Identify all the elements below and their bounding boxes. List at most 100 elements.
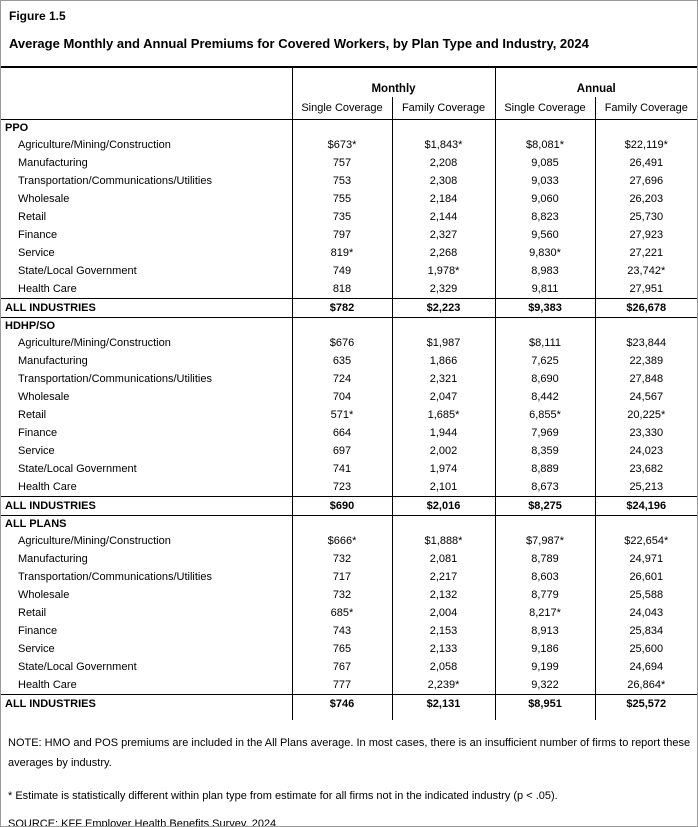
- header-group-row: Monthly Annual: [1, 67, 697, 97]
- header-column-row: Single Coverage Family Coverage Single C…: [1, 97, 697, 120]
- table-row: Retail 571* 1,685* 6,855* 20,225*: [1, 405, 697, 424]
- premium-value: 571*: [291, 405, 392, 424]
- section-title: HDHP/SO: [5, 319, 56, 332]
- table-body: PPO Agriculture/Mining/Construction $673* $…: [1, 119, 697, 720]
- premium-value: 8,983: [494, 261, 596, 280]
- premium-value: 24,023: [594, 441, 697, 460]
- total-value: $8,275: [494, 495, 596, 516]
- premium-value: 765: [291, 639, 392, 658]
- industry-label: Retail: [18, 210, 47, 223]
- premium-value: 26,491: [594, 153, 697, 172]
- premium-value: 2,217: [391, 567, 496, 586]
- industry-label: Agriculture/Mining/Construction: [18, 138, 171, 151]
- industry-label: Agriculture/Mining/Construction: [18, 534, 171, 547]
- premium-value: 9,186: [494, 639, 596, 658]
- premium-value: 27,696: [594, 171, 697, 190]
- total-value: $746: [291, 693, 392, 713]
- table-row: Transportation/Communications/Utilities 7…: [1, 369, 697, 388]
- table-row: Transportation/Communications/Utilities 7…: [1, 567, 697, 586]
- table-row: Transportation/Communications/Utilities 7…: [1, 171, 697, 190]
- figure-number: Figure 1.5: [9, 9, 66, 23]
- premium-value: $22,654*: [594, 531, 697, 550]
- total-value: $782: [291, 297, 392, 318]
- premium-value: 704: [291, 387, 392, 406]
- premium-value: $676: [291, 333, 392, 352]
- premium-value: 1,866: [391, 351, 496, 370]
- premium-value: 753: [291, 171, 392, 190]
- empty-cell: [494, 712, 596, 720]
- total-value: $2,131: [391, 693, 496, 713]
- industry-label: Agriculture/Mining/Construction: [18, 336, 171, 349]
- premium-value: 2,081: [391, 549, 496, 568]
- table-row: State/Local Government 767 2,058 9,199 24,69…: [1, 657, 697, 676]
- table-row: Manufacturing 757 2,208 9,085 26,491: [1, 153, 697, 172]
- premium-value: 9,322: [494, 675, 596, 694]
- table-row: Wholesale 755 2,184 9,060 26,203: [1, 189, 697, 208]
- premium-value: 24,043: [594, 603, 697, 622]
- premium-value: 25,588: [594, 585, 697, 604]
- total-row: ALL INDUSTRIES $690 $2,016 $8,275 $24,196: [1, 495, 697, 516]
- header-group-annual: Annual: [494, 67, 697, 97]
- premium-value: $1,843*: [391, 135, 496, 154]
- table-row: State/Local Government 749 1,978* 8,983 23,7…: [1, 261, 697, 280]
- industry-label: Transportation/Communications/Utilities: [18, 570, 212, 583]
- empty-cell: [391, 515, 496, 532]
- total-label: ALL INDUSTRIES: [1, 693, 292, 713]
- premium-value: 723: [291, 477, 392, 496]
- premium-value: 2,321: [391, 369, 496, 388]
- premium-value: 2,133: [391, 639, 496, 658]
- premium-value: 1,974: [391, 459, 496, 478]
- industry-label: State/Local Government: [18, 264, 137, 277]
- header-label-spacer: [1, 67, 292, 97]
- industry-label: Service: [18, 246, 55, 259]
- premium-value: 797: [291, 225, 392, 244]
- premium-value: 2,327: [391, 225, 496, 244]
- premium-value: 2,308: [391, 171, 496, 190]
- premium-value: 8,913: [494, 621, 596, 640]
- industry-label: Finance: [18, 624, 58, 637]
- premium-value: 26,601: [594, 567, 697, 586]
- table-row: Health Care 723 2,101 8,673 25,213: [1, 477, 697, 496]
- premium-value: 9,060: [494, 189, 596, 208]
- premium-value: 2,153: [391, 621, 496, 640]
- industry-label: State/Local Government: [18, 462, 137, 475]
- premium-value: $7,987*: [494, 531, 596, 550]
- premium-value: $1,888*: [391, 531, 496, 550]
- total-value: $2,016: [391, 495, 496, 516]
- industry-label: Service: [18, 642, 55, 655]
- premium-value: 724: [291, 369, 392, 388]
- premium-value: 2,132: [391, 585, 496, 604]
- industry-label: Finance: [18, 426, 58, 439]
- empty-cell: [494, 317, 596, 334]
- premium-value: 27,923: [594, 225, 697, 244]
- premium-value: 757: [291, 153, 392, 172]
- header-label-spacer: [1, 97, 292, 120]
- premium-value: 2,004: [391, 603, 496, 622]
- premium-value: 27,221: [594, 243, 697, 262]
- premium-value: 7,969: [494, 423, 596, 442]
- premium-value: 9,199: [494, 657, 596, 676]
- industry-label: Wholesale: [18, 390, 70, 403]
- table-row: Finance 664 1,944 7,969 23,330: [1, 423, 697, 442]
- total-value: $690: [291, 495, 392, 516]
- industry-label: Health Care: [18, 678, 77, 691]
- premium-value: 685*: [291, 603, 392, 622]
- industry-label: Manufacturing: [18, 552, 88, 565]
- premium-value: $666*: [291, 531, 392, 550]
- premium-value: 8,603: [494, 567, 596, 586]
- premium-value: 777: [291, 675, 392, 694]
- empty-cell: [291, 119, 392, 136]
- premium-value: 664: [291, 423, 392, 442]
- premium-value: 8,779: [494, 585, 596, 604]
- table-row: Retail 685* 2,004 8,217* 24,043: [1, 603, 697, 622]
- premium-value: 8,673: [494, 477, 596, 496]
- table-row: Wholesale 704 2,047 8,442 24,567: [1, 387, 697, 406]
- premium-value: 9,811: [494, 279, 596, 298]
- premium-value: 697: [291, 441, 392, 460]
- empty-cell: [391, 119, 496, 136]
- section-header-row: PPO: [1, 119, 697, 136]
- premium-value: 8,217*: [494, 603, 596, 622]
- premium-value: $8,111: [494, 333, 596, 352]
- section-title: PPO: [5, 121, 29, 134]
